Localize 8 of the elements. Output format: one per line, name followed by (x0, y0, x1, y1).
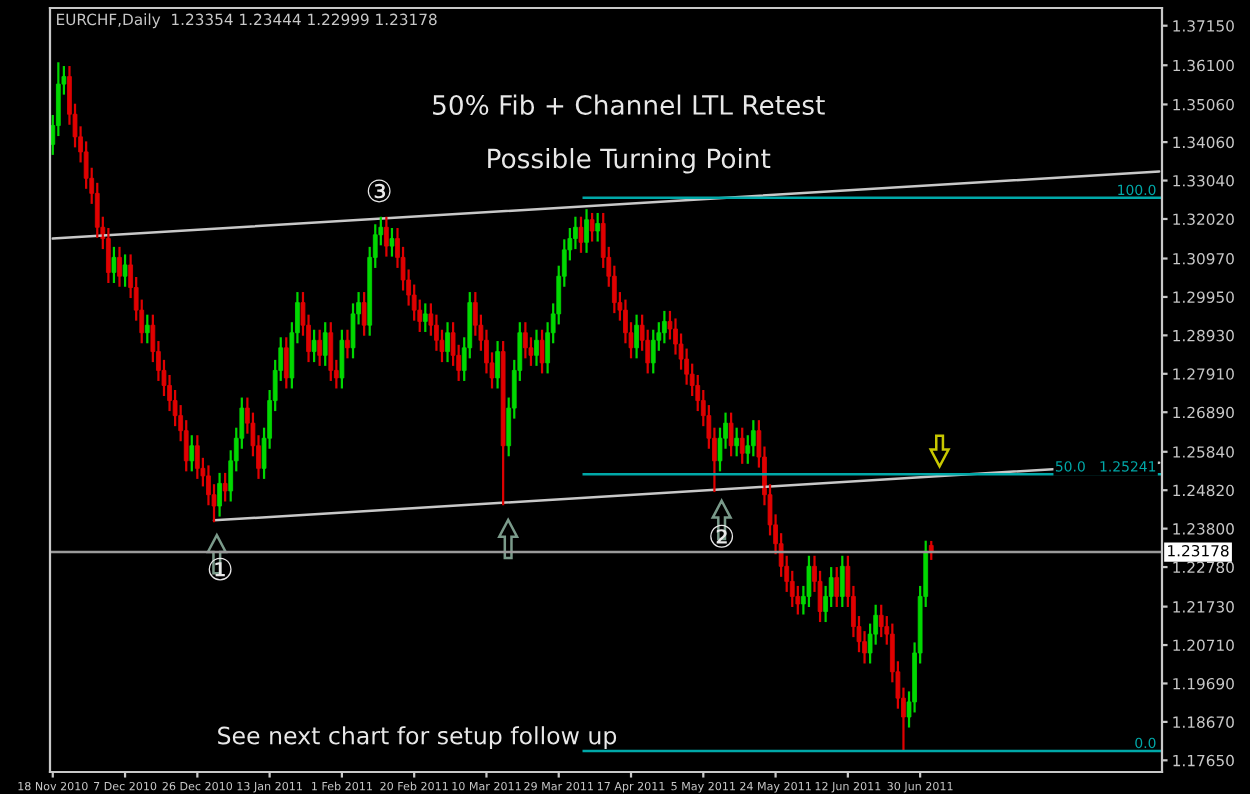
annotation: See next chart for setup follow up (218, 726, 617, 750)
annotation: 50% Fib + Channel LTL Retest (433, 94, 825, 115)
annotation: ② (710, 524, 734, 548)
annotation: Possible Turning Point (488, 148, 771, 174)
candlestick (389, 228, 395, 257)
candlestick (122, 254, 128, 287)
annotation: ③ (367, 179, 391, 203)
annotation: ① (208, 557, 232, 581)
